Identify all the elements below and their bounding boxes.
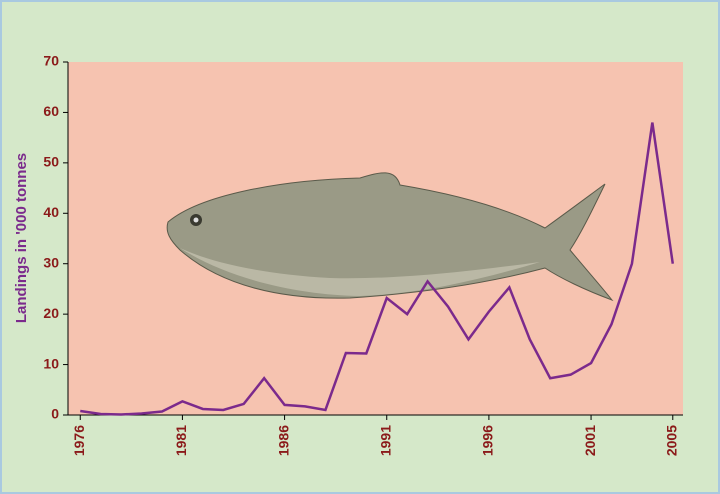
x-tick-label: 1976 — [71, 425, 87, 456]
y-tick-label: 10 — [43, 355, 59, 371]
x-tick-label: 1981 — [173, 425, 189, 456]
fish-image — [166, 172, 614, 302]
y-tick-label: 20 — [43, 305, 59, 321]
x-tick-label: 2001 — [582, 425, 598, 456]
x-tick-label: 1991 — [377, 425, 393, 456]
y-tick-label: 60 — [43, 103, 59, 119]
x-tick-label: 1986 — [275, 425, 291, 456]
y-axis-label: Landings in '000 tonnes — [13, 153, 30, 323]
y-tick-label: 30 — [43, 254, 59, 270]
x-tick-label: 1996 — [480, 425, 496, 456]
x-tick-label: 2005 — [663, 425, 679, 456]
y-tick-label: 0 — [51, 406, 59, 422]
data-line — [80, 122, 675, 416]
y-tick-label: 70 — [43, 53, 59, 69]
y-tick-label: 50 — [43, 154, 59, 170]
y-tick-label: 40 — [43, 204, 59, 220]
